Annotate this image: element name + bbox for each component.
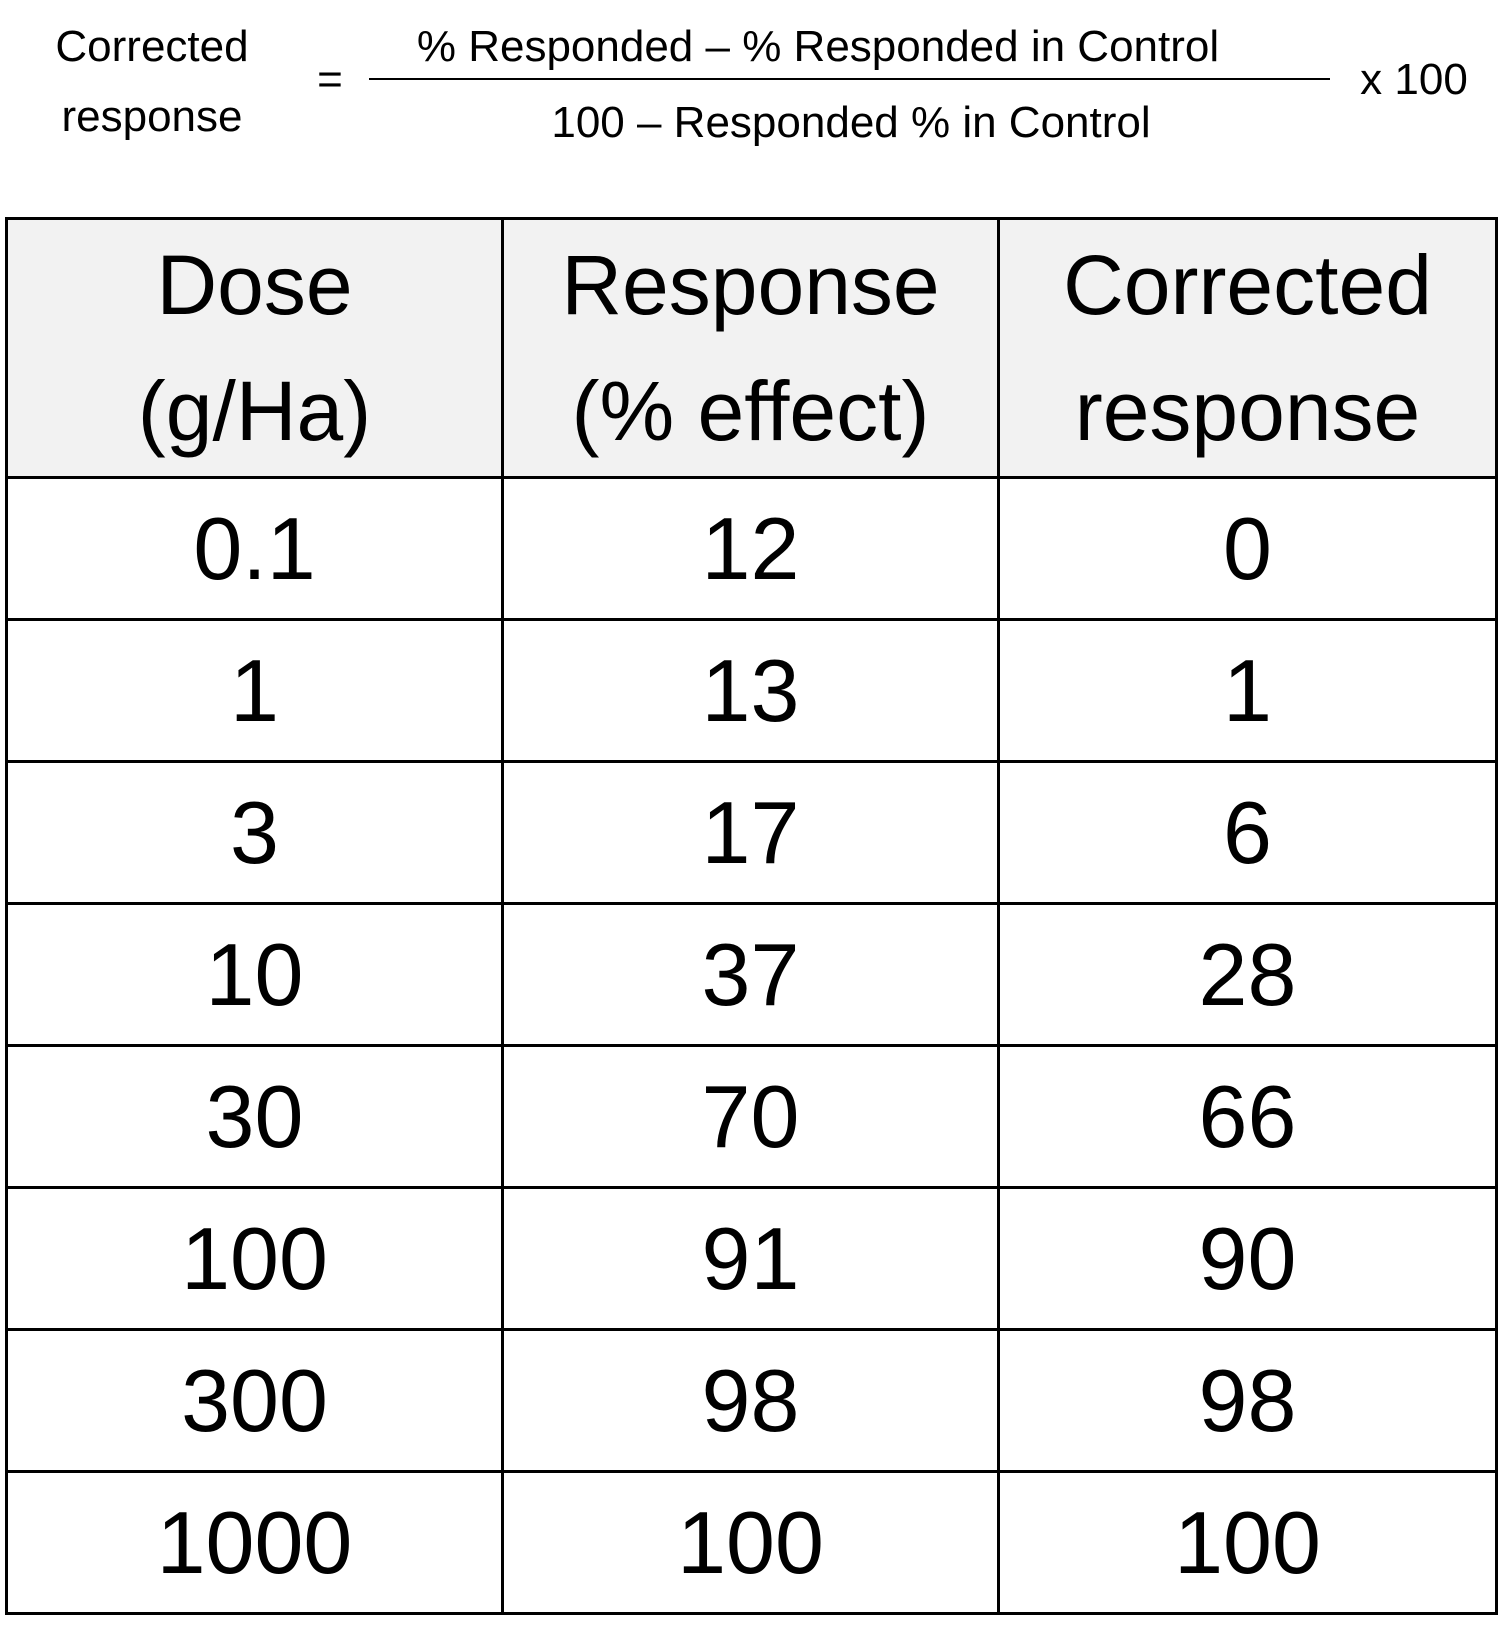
formula-multiplier: x 100	[1360, 55, 1468, 104]
table-cell: 98	[501, 1328, 1000, 1473]
table-cell: 37	[501, 902, 1000, 1047]
table-cell: 1	[5, 618, 504, 763]
table-cell: 17	[501, 760, 1000, 905]
table-cell: 300	[5, 1328, 504, 1473]
table-cell: 66	[997, 1044, 1498, 1189]
data-table: Dose (g/Ha) Response (% effect) Corrected res…	[5, 217, 1498, 1615]
table-row: 30 70 66	[5, 1044, 1498, 1189]
header-cell: Corrected response	[997, 217, 1498, 479]
header-text: (% effect)	[571, 364, 930, 458]
table-row: 1000 100 100	[5, 1470, 1498, 1615]
table-cell: 0	[997, 476, 1498, 621]
formula-numerator: % Responded – % Responded in Control	[416, 22, 1220, 71]
header-cell: Response (% effect)	[501, 217, 1000, 479]
table-cell: 0.1	[5, 476, 504, 621]
table-cell: 10	[5, 902, 504, 1047]
fraction-bar	[369, 78, 1330, 80]
table-cell: 6	[997, 760, 1498, 905]
header-row: Dose (g/Ha) Response (% effect) Corrected res…	[5, 217, 1498, 479]
table-row: 100 91 90	[5, 1186, 1498, 1331]
table-cell: 91	[501, 1186, 1000, 1331]
header-text: response	[1074, 364, 1421, 458]
header-text: Corrected	[1063, 238, 1432, 332]
table-cell: 13	[501, 618, 1000, 763]
table-cell: 100	[5, 1186, 504, 1331]
header-text: (g/Ha)	[137, 364, 372, 458]
formula-lhs: response	[61, 92, 243, 141]
table-cell: 3	[5, 760, 504, 905]
table-row: 3 17 6	[5, 760, 1498, 905]
table-cell: 100	[997, 1470, 1498, 1615]
table-row: 300 98 98	[5, 1328, 1498, 1473]
table-cell: 100	[501, 1470, 1000, 1615]
table-row: 1 13 1	[5, 618, 1498, 763]
formula-equals: =	[317, 55, 343, 104]
table-cell: 70	[501, 1044, 1000, 1189]
table-cell: 1	[997, 618, 1498, 763]
table-cell: 90	[997, 1186, 1498, 1331]
header-text: Dose	[156, 238, 353, 332]
table-row: 0.1 12 0	[5, 476, 1498, 621]
table-cell: 98	[997, 1328, 1498, 1473]
table-cell: 12	[501, 476, 1000, 621]
table-row: 10 37 28	[5, 902, 1498, 1047]
header-text: Response	[561, 238, 940, 332]
header-cell: Dose (g/Ha)	[5, 217, 504, 479]
table-cell: 28	[997, 902, 1498, 1047]
table-cell: 1000	[5, 1470, 504, 1615]
table-cell: 30	[5, 1044, 504, 1189]
formula-denominator: 100 – Responded % in Control	[551, 98, 1151, 147]
formula-lhs: Corrected	[55, 22, 249, 71]
